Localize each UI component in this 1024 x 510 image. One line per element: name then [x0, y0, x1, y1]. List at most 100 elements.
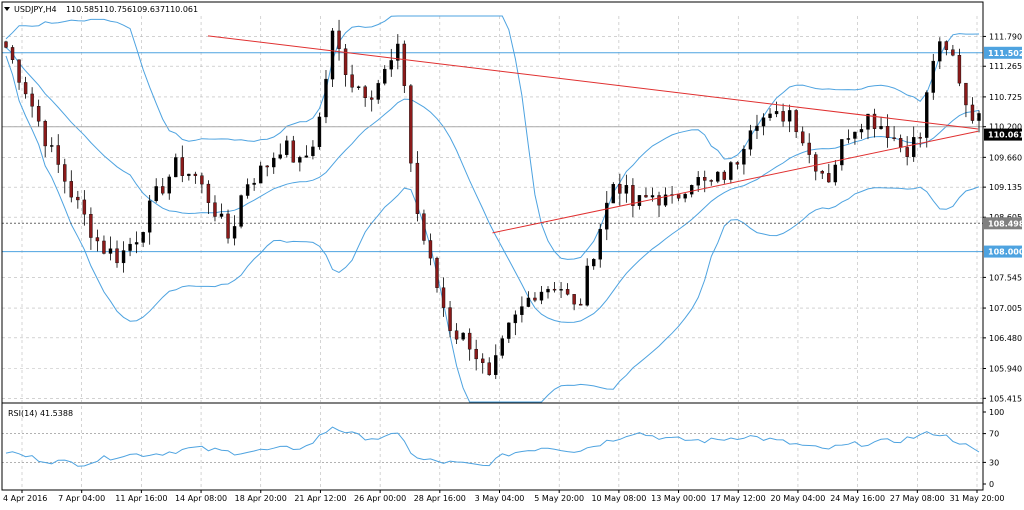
candle-bull — [232, 226, 237, 239]
candle-bear — [402, 43, 407, 86]
candle-bear — [43, 120, 47, 147]
candle-bear — [572, 294, 576, 305]
candle-bull — [389, 60, 393, 70]
rsi-y-tick-label: 30 — [989, 458, 999, 467]
candle-bull — [879, 126, 883, 129]
candle-bear — [454, 330, 459, 340]
level-price-tag — [984, 245, 1022, 258]
candle-bear — [918, 137, 922, 139]
candle-bull — [637, 195, 642, 206]
candle-bear — [709, 180, 713, 182]
rsi-label: RSI(14) 41.5388 — [8, 409, 73, 418]
candle-bull — [559, 289, 563, 291]
candle-bear — [944, 41, 949, 50]
x-tick-label: 21 Apr 12:00 — [294, 494, 346, 503]
candle-bull — [356, 86, 361, 88]
x-tick-label: 14 Apr 08:00 — [175, 494, 227, 503]
candle-bear — [552, 288, 557, 291]
candle-bull — [592, 259, 596, 267]
candle-bear — [885, 126, 890, 138]
candle-bear — [631, 185, 635, 206]
x-tick-label: 11 Apr 16:00 — [115, 494, 167, 503]
candle-bull — [624, 185, 629, 194]
candle-bear — [102, 240, 106, 254]
candle-bull — [925, 92, 929, 138]
candle-bull — [938, 41, 942, 62]
candle-bull — [285, 140, 289, 155]
level-price-tag-label: 108.000 — [988, 248, 1024, 257]
horizontal-levels — [2, 52, 983, 253]
x-tick-label: 26 Apr 00:00 — [354, 494, 406, 503]
candle-bull — [853, 131, 857, 139]
candle-bull — [513, 314, 518, 324]
bollinger-middle — [5, 47, 980, 323]
candle-bear — [487, 362, 491, 375]
x-tick-label: 4 Apr 2016 — [3, 494, 47, 503]
candle-bull — [383, 68, 387, 84]
candle-bear — [814, 154, 818, 172]
candle-bull — [546, 288, 550, 293]
x-tick-label: 27 May 08:00 — [890, 494, 945, 503]
candle-bull — [696, 177, 700, 186]
candle-bear — [343, 48, 348, 75]
candle-bear — [363, 86, 367, 99]
x-tick-label: 17 May 12:00 — [711, 494, 766, 503]
dropdown-triangle-icon[interactable] — [4, 7, 10, 11]
x-tick-label: 5 May 20:00 — [534, 494, 584, 503]
candle-bull — [761, 117, 766, 127]
current-price-label: 110.061 — [988, 131, 1024, 140]
candle-bull — [187, 173, 191, 176]
candle-bull — [526, 297, 531, 307]
candle-bull — [663, 194, 668, 206]
candle-bull — [748, 130, 753, 150]
candle-bull — [520, 306, 524, 315]
candle-bull — [239, 195, 243, 227]
candle-bear — [827, 173, 831, 183]
candle-bear — [10, 47, 15, 60]
header-high: 110.756 — [99, 5, 132, 14]
candle-bull — [396, 43, 400, 61]
current-price-tag — [984, 128, 1022, 141]
bollinger-upper — [5, 15, 980, 260]
candle-bear — [964, 82, 968, 106]
candle-bear — [807, 142, 811, 155]
candle-bull — [689, 185, 694, 195]
bollinger-lower — [5, 55, 980, 403]
candle-bear — [422, 213, 426, 241]
candle-bear — [30, 93, 34, 107]
x-tick-label: 13 May 00:00 — [651, 494, 706, 503]
y-tick-label: 110.200 — [989, 123, 1022, 132]
candle-bull — [768, 113, 772, 118]
candle-bull — [585, 265, 589, 306]
candle-bull — [324, 78, 328, 118]
candle-bear — [872, 113, 877, 129]
candle-bear — [898, 138, 903, 148]
candle-bear — [265, 165, 269, 168]
x-tick-label: 7 Apr 04:00 — [58, 494, 105, 503]
candle-bull — [840, 139, 844, 166]
rsi-y-tick-label: 0 — [989, 480, 994, 489]
candle-bear — [63, 164, 67, 182]
candle-bear — [644, 195, 648, 198]
candle-bear — [76, 196, 80, 201]
candle-bull — [833, 164, 838, 183]
candle-bear — [226, 213, 230, 239]
candle-bear — [905, 147, 909, 157]
candle-bear — [180, 157, 185, 176]
y-tick-label: 106.480 — [989, 334, 1022, 343]
candle-bear — [481, 358, 485, 363]
candle-bear — [193, 173, 198, 176]
candle-bear — [161, 186, 165, 194]
rsi-panel: 100 70 30 0 — [2, 408, 1004, 489]
candle-bull — [252, 182, 256, 185]
candle-bull — [461, 332, 465, 340]
candle-bull — [507, 322, 511, 339]
candle-bear — [794, 110, 798, 132]
candle-bear — [415, 162, 420, 214]
candle-bear — [892, 137, 896, 139]
trend-lines — [207, 35, 979, 234]
candle-bull — [500, 338, 504, 356]
candle-bull — [128, 243, 132, 251]
y-tick-label: 105.415 — [989, 394, 1022, 403]
x-tick-label: 31 May 20:00 — [950, 494, 1005, 503]
